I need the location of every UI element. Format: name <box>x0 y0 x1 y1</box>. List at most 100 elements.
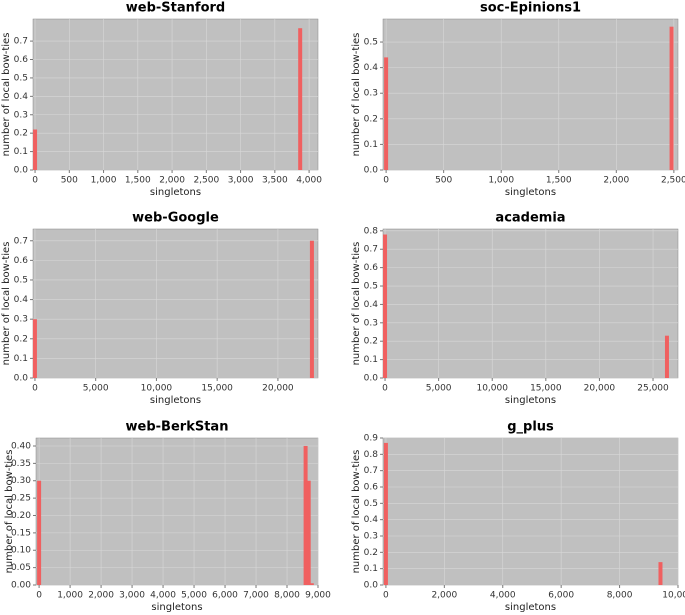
chart-title: soc-Epinions1 <box>480 1 581 16</box>
x-tick-label: 10,000 <box>476 384 508 394</box>
y-tick-label: 0.2 <box>364 114 378 124</box>
x-tick-label: 3,000 <box>119 591 145 601</box>
panel: web-Stanford 0.0 0.1 0.2 0.3 0.4 0.5 0.6 0.7 0 500… <box>1 1 322 199</box>
bar <box>309 583 314 585</box>
panel: g_plus 0.0 0.1 0.2 0.3 0.4 0.5 0.6 0.7 0.8 0.9 0 2,0… <box>351 420 685 614</box>
panel: web-BerkStan 0.00 0.05 0.10 0.15 0.20 0.25 0.30… <box>4 420 331 614</box>
y-tick-label: 0.35 <box>11 459 31 469</box>
y-tick-label: 0.2 <box>364 548 378 558</box>
chart-title: web-BerkStan <box>126 420 229 435</box>
x-tick-label: 20,000 <box>584 384 616 394</box>
y-tick-label: 0.3 <box>14 110 28 120</box>
y-tick-label: 0.7 <box>14 236 28 246</box>
x-tick-label: 1,500 <box>125 176 151 186</box>
y-tick-label: 0.6 <box>364 263 379 273</box>
y-tick-label: 0.4 <box>364 300 379 310</box>
y-tick-label: 0.2 <box>364 337 378 347</box>
y-tick-label: 0.5 <box>364 282 378 292</box>
y-tick-label: 0.40 <box>11 441 31 451</box>
y-tick-label: 0.4 <box>14 92 29 102</box>
y-tick-label: 0.6 <box>364 483 379 493</box>
panel: web-Google 0.0 0.1 0.2 0.3 0.4 0.5 0.6 0.7 0 5,000… <box>1 211 319 406</box>
y-tick-label: 0.7 <box>364 466 378 476</box>
x-axis-label: singletons <box>151 602 202 613</box>
bar <box>306 480 311 585</box>
x-tick-label: 4,000 <box>150 591 176 601</box>
x-tick-label: 7,000 <box>243 591 269 601</box>
x-tick-label: 10,000 <box>141 384 173 394</box>
bar <box>32 319 37 378</box>
x-tick-label: 0 <box>36 591 42 601</box>
bar <box>669 26 674 171</box>
bar <box>383 442 388 585</box>
x-tick-label: 2,000 <box>431 591 457 601</box>
chart-title: web-Google <box>132 211 219 226</box>
y-tick-label: 0.4 <box>14 295 29 305</box>
x-tick-label: 5,000 <box>426 384 452 394</box>
x-tick-label: 2,000 <box>159 176 185 186</box>
y-tick-label: 0.5 <box>14 275 28 285</box>
y-tick-label: 0.3 <box>14 315 28 325</box>
x-tick-label: 8,000 <box>274 591 300 601</box>
x-tick-label: 6,000 <box>548 591 574 601</box>
x-tick-label: 3,500 <box>262 176 288 186</box>
x-tick-label: 0 <box>382 384 388 394</box>
y-tick-label: 0.0 <box>14 166 29 176</box>
y-tick-label: 0.7 <box>14 37 28 47</box>
panel: soc-Epinions1 0.0 0.1 0.2 0.3 0.4 0.5 0 500 1,000… <box>351 1 685 199</box>
x-tick-label: 9,000 <box>305 591 331 601</box>
x-tick-label: 1,000 <box>488 176 514 186</box>
y-axis-label: number of local bow-ties <box>4 450 15 574</box>
x-axis-label: singletons <box>505 602 556 613</box>
y-tick-label: 0.7 <box>364 245 378 255</box>
y-tick-label: 0.20 <box>11 511 31 521</box>
y-axis-label: number of local bow-ties <box>351 242 362 366</box>
x-tick-label: 0 <box>383 591 389 601</box>
y-tick-label: 0.1 <box>364 140 378 150</box>
x-tick-label: 25,000 <box>637 384 669 394</box>
y-tick-label: 0.0 <box>364 166 379 176</box>
y-tick-label: 0.30 <box>11 476 31 486</box>
x-tick-label: 8,000 <box>607 591 633 601</box>
x-tick-label: 20,000 <box>262 384 294 394</box>
y-tick-label: 0.4 <box>364 63 379 73</box>
y-tick-label: 0.10 <box>11 546 31 556</box>
x-axis-label: singletons <box>505 187 556 198</box>
y-tick-label: 0.1 <box>14 147 28 157</box>
chart-title: academia <box>495 211 565 226</box>
x-tick-label: 0 <box>32 176 38 186</box>
x-axis-label: singletons <box>150 187 201 198</box>
x-axis-label: singletons <box>505 395 556 406</box>
x-tick-label: 2,000 <box>603 176 629 186</box>
y-tick-label: 0.0 <box>14 374 29 384</box>
chart-title: web-Stanford <box>126 1 225 16</box>
bar <box>37 480 42 585</box>
x-axis-label: singletons <box>150 395 201 406</box>
y-tick-label: 0.6 <box>14 256 29 266</box>
y-tick-label: 0.0 <box>364 581 379 591</box>
x-tick-label: 5,000 <box>181 591 207 601</box>
x-tick-label: 0 <box>32 384 38 394</box>
y-tick-label: 0.2 <box>14 129 28 139</box>
x-tick-label: 15,000 <box>201 384 233 394</box>
y-axis-label: number of local bow-ties <box>1 242 12 366</box>
y-tick-label: 0.0 <box>364 374 379 384</box>
bar <box>658 562 663 585</box>
x-tick-label: 1,500 <box>546 176 572 186</box>
y-tick-label: 0.8 <box>364 450 379 460</box>
y-tick-label: 0.3 <box>364 89 378 99</box>
y-tick-label: 0.4 <box>364 515 379 525</box>
x-tick-label: 500 <box>435 176 452 186</box>
y-axis-label: number of local bow-ties <box>351 450 362 574</box>
plot-area <box>382 18 679 171</box>
y-axis-label: number of local bow-ties <box>1 33 12 157</box>
x-tick-label: 1,000 <box>57 591 83 601</box>
bar <box>383 234 388 378</box>
y-tick-label: 0.5 <box>14 73 28 83</box>
y-tick-label: 0.1 <box>364 355 378 365</box>
plot-area <box>32 18 319 171</box>
y-tick-label: 0.2 <box>14 334 28 344</box>
x-tick-label: 2,500 <box>193 176 219 186</box>
bar <box>303 445 308 585</box>
